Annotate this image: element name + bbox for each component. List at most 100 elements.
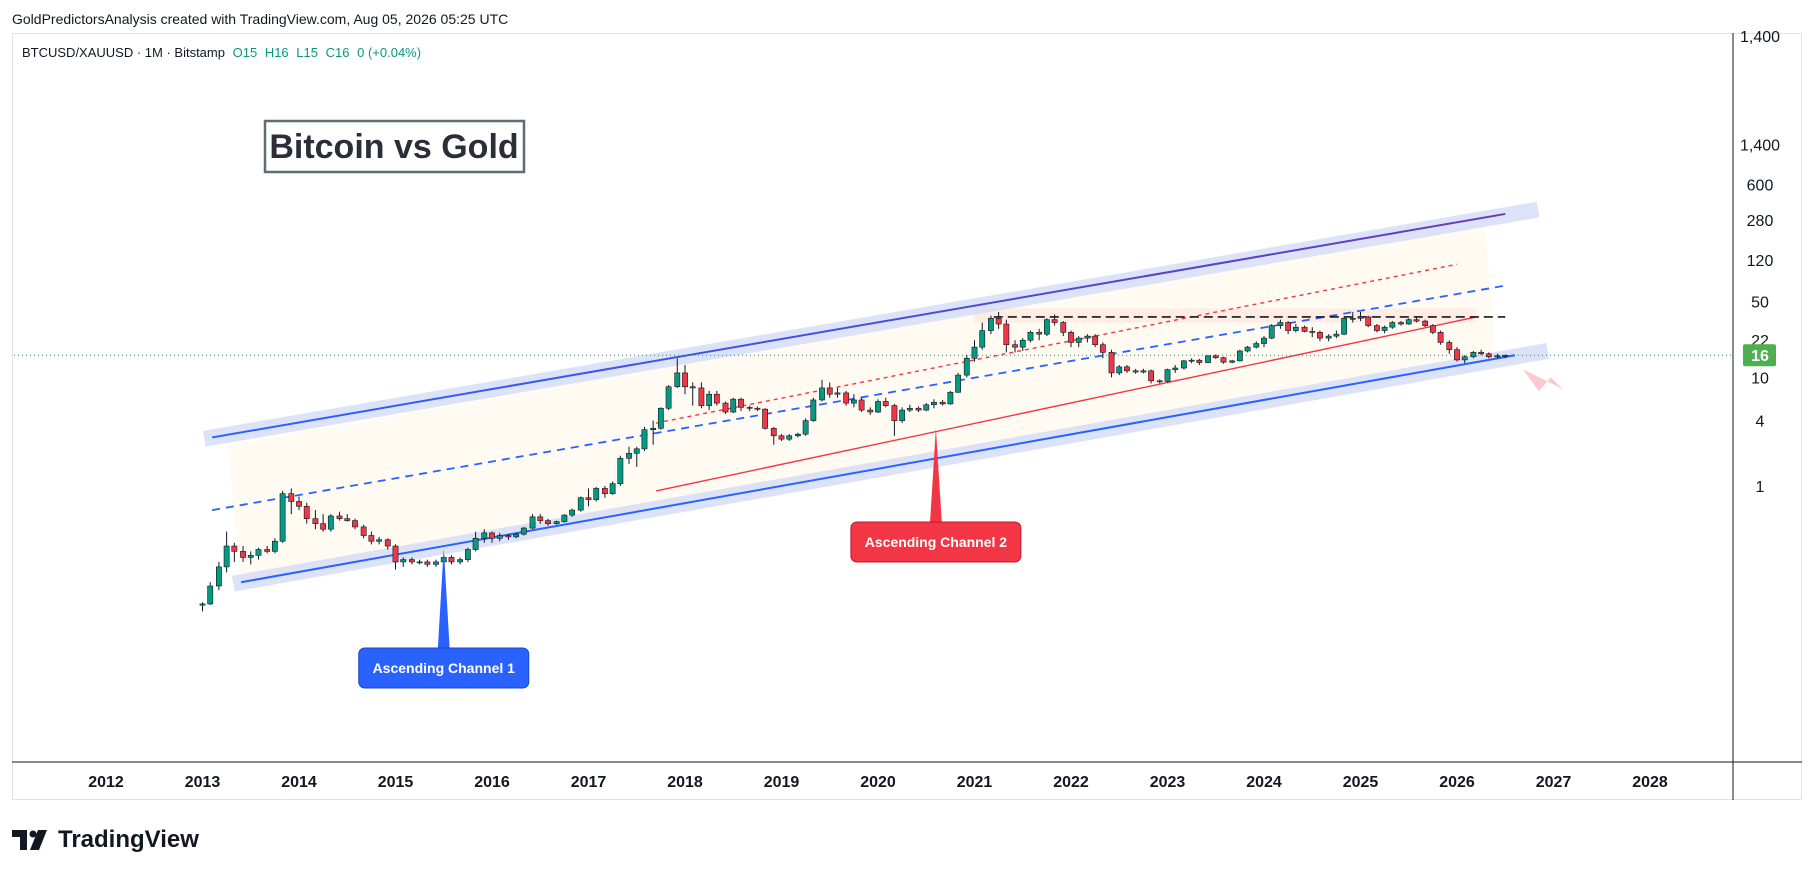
candle-body [1236, 350, 1243, 362]
candle-body [626, 453, 632, 459]
time-tick-label: 2023 [1150, 774, 1186, 791]
candle-body [1027, 332, 1034, 341]
candle-body [923, 404, 930, 411]
candle-body [689, 386, 696, 389]
candle-body [585, 497, 592, 500]
candle-body [368, 535, 375, 542]
candle-body [1188, 359, 1195, 362]
candle-body [802, 420, 809, 435]
candle-body [489, 532, 495, 539]
candle-body [207, 585, 214, 605]
candle-body [1333, 333, 1340, 337]
candle-body [899, 409, 906, 421]
candle-body [1036, 332, 1043, 335]
candle-body [1478, 352, 1485, 355]
candle-body [650, 427, 657, 430]
chart-title: Bitcoin vs Gold [269, 128, 518, 166]
callout-pointer [437, 547, 450, 650]
candle-body [995, 318, 1002, 325]
candle-body [875, 401, 881, 413]
channel-1-label: Ascending Channel 1 [373, 660, 516, 676]
candle-body [1164, 369, 1171, 382]
candle-body [1148, 370, 1154, 382]
candle-body [858, 399, 865, 411]
candle-body [738, 398, 744, 408]
candle-body [979, 330, 986, 348]
candle-body [867, 409, 874, 413]
candle-body [464, 549, 471, 560]
candle-body [947, 391, 954, 405]
candle-body [529, 516, 536, 529]
candle-body [545, 520, 551, 524]
candle-body [1374, 325, 1380, 331]
candle-body [376, 539, 382, 542]
candle-body [762, 408, 768, 429]
candle-body [810, 399, 817, 421]
time-tick-label: 2028 [1632, 774, 1668, 791]
candle-body [327, 515, 334, 530]
candle-body [1092, 335, 1099, 346]
candle-body [1357, 316, 1364, 319]
candle-body [1413, 319, 1420, 322]
candle-body [1012, 344, 1018, 348]
candle-body [1196, 359, 1203, 363]
tradingview-footer[interactable]: TradingView [12, 826, 199, 854]
candle-body [698, 387, 705, 406]
candle-body [520, 527, 527, 535]
time-tick-label: 2024 [1246, 774, 1282, 791]
upper-line [211, 212, 1506, 439]
candle-body [674, 372, 681, 388]
arrow-marker [1522, 369, 1563, 392]
symbol-legend[interactable]: BTCUSD/XAUUSD · 1M · Bitstamp O15 H16 L1… [22, 45, 425, 60]
candle-body [746, 407, 753, 409]
legend-symbol: BTCUSD/XAUUSD · 1M · Bitstamp [22, 45, 225, 60]
price-tick-label: 1 [1756, 479, 1765, 496]
candle-body [1398, 322, 1404, 325]
candle-body [1341, 318, 1347, 335]
candle-body [569, 509, 575, 516]
candle-body [988, 318, 994, 331]
candle-body [722, 402, 729, 413]
red-solid-line [655, 316, 1477, 492]
candle-body [1212, 355, 1219, 358]
time-tick-label: 2026 [1439, 774, 1475, 791]
candle-body [1446, 342, 1453, 350]
candle-body [1253, 343, 1260, 348]
candle-body [1309, 331, 1316, 333]
title-box[interactable]: Bitcoin vs Gold [263, 119, 526, 174]
candle-body [754, 407, 761, 410]
candle-body [1019, 339, 1026, 348]
candle-body [955, 374, 961, 393]
time-tick-label: 2012 [88, 774, 124, 791]
candle-body [1108, 352, 1115, 374]
candle-body [409, 559, 415, 563]
last-price-badge [1743, 344, 1776, 367]
candle-body [1381, 326, 1388, 331]
candle-body [906, 407, 913, 411]
candle-body [303, 506, 310, 519]
candle-body [1389, 322, 1396, 328]
candle-body [537, 516, 544, 521]
time-tick-label: 2018 [667, 774, 703, 791]
candle-body [786, 435, 793, 440]
candle-body [505, 535, 512, 538]
time-tick-label: 2019 [764, 774, 800, 791]
candle-body [433, 561, 439, 565]
candle-body [1084, 335, 1091, 339]
legend-close: C16 [325, 45, 350, 60]
time-axis[interactable]: 2012 2013 2014 2015 2016 2017 2018 2019 2020 2021… [12, 761, 1802, 791]
candle-body [617, 457, 624, 484]
candle-body [279, 493, 286, 542]
candle-body [360, 526, 367, 536]
candle-body [641, 429, 648, 450]
price-tick-label: 50 [1751, 294, 1769, 311]
last-price-label: 16 [1751, 348, 1769, 365]
candle-body [344, 518, 351, 521]
candle-body [264, 549, 271, 552]
candle-body [1003, 323, 1010, 346]
candle-body [609, 483, 616, 494]
candle-body [336, 515, 343, 519]
price-tick-label: 600 [1747, 177, 1774, 194]
